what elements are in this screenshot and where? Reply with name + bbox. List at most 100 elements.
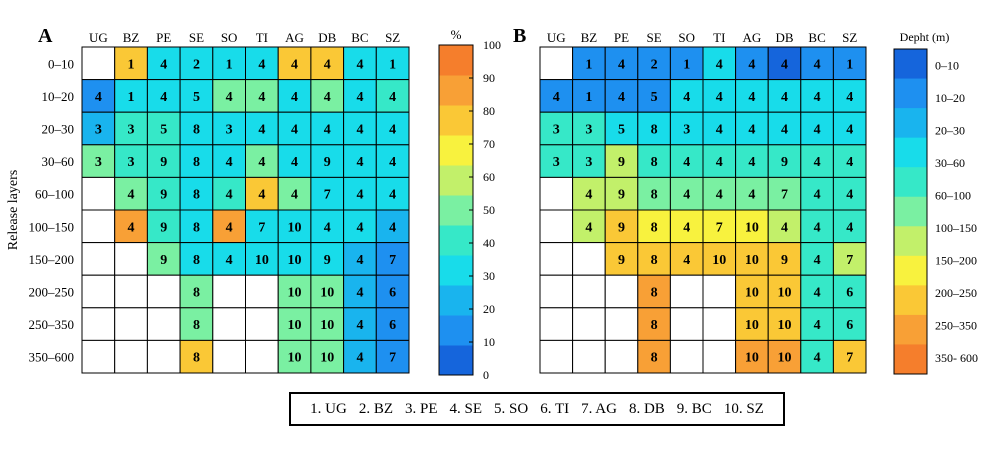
colorbar-label: 350- 600 — [935, 351, 978, 365]
colorbar-swatch — [439, 225, 473, 256]
cell-value: 4 — [356, 57, 363, 72]
cell-value: 4 — [683, 90, 690, 105]
colorbar-swatch — [894, 108, 927, 139]
heatmap-cell — [310, 209, 345, 244]
cell-value: 4 — [226, 90, 233, 105]
cell-value: 5 — [160, 123, 167, 138]
colorbar-tick-label: 70 — [483, 137, 495, 151]
heatmap-cell — [81, 176, 116, 211]
heatmap-cell — [375, 242, 410, 276]
cell-value: 10 — [778, 351, 792, 366]
cell-value: 8 — [193, 351, 200, 366]
heatmap-cell — [572, 274, 606, 309]
colorbar-label: 60–100 — [935, 188, 971, 202]
row-label: 60–100 — [35, 187, 74, 202]
panel-label: A — [38, 25, 53, 47]
column-header: SZ — [385, 30, 400, 45]
heatmap-cell — [245, 274, 279, 309]
colorbar-tick-label: 0 — [483, 368, 489, 382]
heatmap-cell — [81, 111, 116, 146]
cell-value: 9 — [618, 155, 625, 170]
cell-value: 10 — [778, 318, 792, 333]
cell-value: 8 — [193, 155, 200, 170]
cell-value: 4 — [814, 351, 821, 366]
cell-value: 4 — [814, 155, 821, 170]
heatmap-cell — [375, 339, 410, 374]
cell-value: 4 — [356, 253, 363, 268]
heatmap-cell — [572, 46, 606, 81]
colorbar-tick-label: 30 — [483, 269, 495, 283]
heatmap-cell — [81, 307, 116, 341]
heatmap-cell — [310, 274, 345, 309]
column-header: SE — [189, 30, 204, 45]
heatmap-cell — [179, 339, 214, 374]
cell-value: 3 — [553, 123, 560, 138]
cell-value: 4 — [716, 188, 723, 203]
colorbar-swatch — [894, 344, 927, 375]
column-header: TI — [256, 30, 268, 45]
cell-value: 10 — [288, 220, 302, 235]
cell-value: 7 — [258, 220, 265, 235]
cell-value: 8 — [651, 286, 658, 301]
cell-value: 7 — [389, 253, 396, 268]
colorbar-label: 30–60 — [935, 156, 965, 170]
heatmap-cell — [146, 111, 181, 146]
heatmap-cell — [375, 111, 410, 146]
colorbar-tick-label: 80 — [483, 104, 495, 118]
heatmap-cell — [114, 209, 148, 244]
cell-value: 4 — [128, 220, 135, 235]
row-label: 150–200 — [29, 252, 75, 267]
cell-value: 4 — [226, 188, 233, 203]
heatmap-cell — [277, 46, 312, 81]
heatmap-cell — [767, 209, 802, 244]
cell-value: 3 — [683, 123, 690, 138]
cell-value: 4 — [716, 123, 723, 138]
colorbar-tick-label: 100 — [483, 38, 501, 52]
heatmap-cell — [81, 242, 116, 276]
cell-value: 4 — [356, 123, 363, 138]
cell-value: 4 — [814, 57, 821, 72]
cell-value: 4 — [226, 220, 233, 235]
heatmap-cell — [735, 111, 769, 146]
cell-value: 1 — [226, 57, 233, 72]
cell-value: 4 — [683, 220, 690, 235]
heatmap-cell — [179, 176, 214, 211]
region-legend-item: 3. PE — [405, 400, 438, 417]
cell-value: 6 — [389, 286, 396, 301]
row-label: 100–150 — [29, 219, 75, 234]
colorbar-label: 100–150 — [935, 221, 977, 235]
heatmap-cell — [669, 339, 704, 374]
colorbar-label: 250–350 — [935, 318, 977, 332]
heatmap-cell — [539, 307, 574, 341]
column-header: BZ — [581, 30, 598, 45]
heatmap-cell — [669, 307, 704, 341]
heatmap-cell — [81, 339, 116, 374]
colorbar-swatch — [894, 314, 927, 345]
colorbar-swatch — [439, 255, 473, 286]
heatmap-cell — [146, 46, 181, 81]
cell-value: 4 — [683, 155, 690, 170]
colorbar-label: 200–250 — [935, 286, 977, 300]
region-legend-item: 10. SZ — [723, 400, 764, 417]
heatmap-cell — [277, 339, 312, 374]
cell-value: 8 — [651, 123, 658, 138]
colorbar-tick-label: 10 — [483, 335, 495, 349]
cell-value: 4 — [748, 123, 755, 138]
heatmap-cell — [277, 307, 312, 341]
cell-value: 4 — [748, 188, 755, 203]
cell-value: 10 — [745, 318, 759, 333]
cell-value: 4 — [846, 123, 853, 138]
cell-value: 8 — [651, 318, 658, 333]
cell-value: 7 — [781, 188, 788, 203]
heatmap-cell — [767, 144, 802, 178]
cell-value: 4 — [128, 188, 135, 203]
colorbar-swatch — [439, 105, 473, 136]
heatmap-cell — [832, 176, 867, 211]
cell-value: 9 — [618, 220, 625, 235]
cell-value: 10 — [745, 253, 759, 268]
cell-value: 8 — [193, 123, 200, 138]
heatmap-cell — [702, 144, 737, 178]
colorbar-title: Depht (m) — [900, 30, 950, 44]
colorbar-label: 150–200 — [935, 253, 977, 267]
cell-value: 4 — [291, 57, 298, 72]
